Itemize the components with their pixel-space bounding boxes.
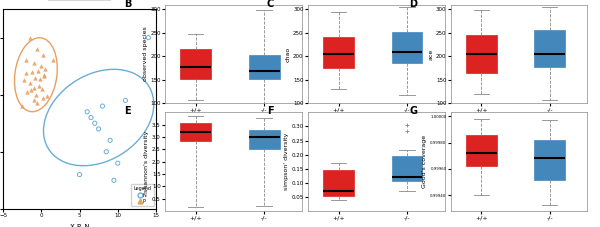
- Point: [38, 96, 47, 99]
- Point: [106, 138, 115, 142]
- PathPatch shape: [323, 170, 354, 196]
- Point: [21, 59, 31, 62]
- Point: [31, 76, 40, 79]
- Point: [25, 81, 35, 85]
- Y-axis label: shannon's diversity: shannon's diversity: [145, 131, 149, 192]
- Text: B: B: [124, 0, 131, 9]
- Point: [32, 101, 42, 105]
- PathPatch shape: [249, 55, 280, 79]
- Point: [101, 150, 111, 154]
- Point: [29, 62, 38, 65]
- Text: G: G: [410, 106, 418, 116]
- Point: [113, 161, 122, 165]
- Point: [39, 73, 49, 76]
- Y-axis label: simpson' diversity: simpson' diversity: [284, 133, 289, 190]
- X-axis label: X.P. N: X.P. N: [70, 224, 89, 227]
- Point: [109, 178, 119, 182]
- Point: [98, 104, 107, 108]
- Point: [38, 53, 47, 57]
- Y-axis label: chao: chao: [286, 46, 290, 62]
- Y-axis label: ace: ace: [428, 48, 433, 59]
- Point: [32, 47, 42, 51]
- Point: [29, 86, 39, 90]
- Point: [82, 110, 92, 114]
- Point: [37, 64, 46, 68]
- PathPatch shape: [249, 130, 280, 149]
- Point: [86, 116, 96, 119]
- PathPatch shape: [181, 123, 211, 141]
- Point: [37, 87, 47, 91]
- Point: [48, 59, 58, 62]
- Point: [34, 69, 43, 73]
- Y-axis label: Good's coverage: Good's coverage: [422, 135, 427, 188]
- Point: [121, 99, 130, 102]
- Point: [34, 84, 44, 88]
- PathPatch shape: [535, 140, 565, 180]
- PathPatch shape: [392, 32, 422, 63]
- PathPatch shape: [181, 49, 211, 79]
- PathPatch shape: [392, 156, 422, 182]
- Text: C: C: [267, 0, 274, 9]
- Point: [40, 75, 49, 78]
- Point: [23, 90, 32, 94]
- Point: [20, 79, 29, 82]
- Text: D: D: [410, 0, 418, 9]
- Point: [74, 173, 84, 176]
- PathPatch shape: [323, 37, 354, 68]
- Text: F: F: [267, 106, 274, 116]
- Point: [29, 99, 38, 102]
- Point: [35, 77, 44, 81]
- Text: E: E: [124, 106, 131, 116]
- Point: [40, 67, 50, 71]
- Point: [94, 127, 103, 131]
- Point: [21, 71, 31, 75]
- Point: [27, 70, 37, 74]
- Point: [17, 104, 27, 108]
- Point: [43, 94, 52, 98]
- PathPatch shape: [535, 30, 565, 67]
- Point: [143, 36, 153, 39]
- Legend: N, P: N, P: [131, 184, 154, 206]
- Y-axis label: observed species: observed species: [143, 27, 148, 81]
- PathPatch shape: [466, 135, 497, 166]
- PathPatch shape: [466, 35, 497, 73]
- Point: [31, 93, 41, 96]
- Point: [26, 88, 36, 92]
- Point: [25, 36, 35, 39]
- Point: [90, 121, 100, 125]
